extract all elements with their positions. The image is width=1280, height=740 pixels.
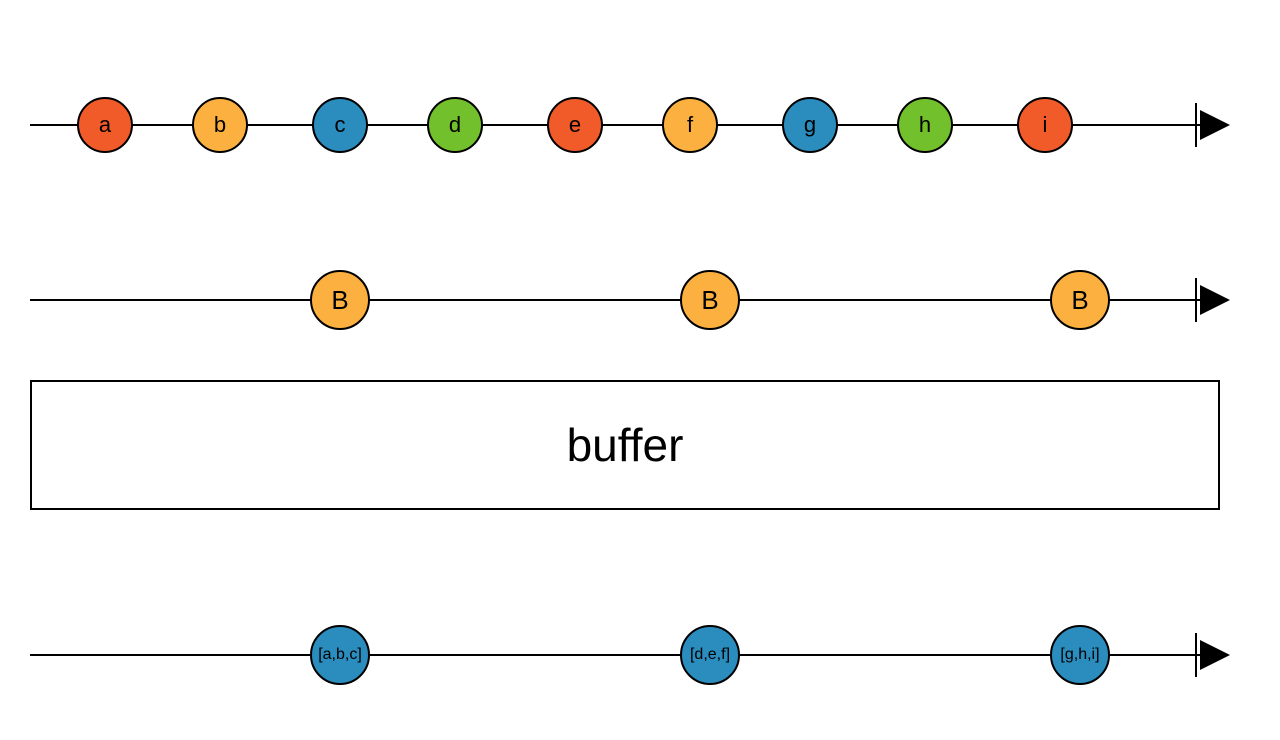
marble-g: g [782, 97, 838, 153]
marble-f: f [662, 97, 718, 153]
marble-boundary-3: B [1050, 270, 1110, 330]
operator-label: buffer [567, 418, 684, 472]
timeline-line [30, 654, 1200, 656]
source-timeline: a b c d e f g h i [30, 95, 1250, 155]
marble-b: b [192, 97, 248, 153]
arrow-head-icon [1200, 110, 1230, 140]
marble-h: h [897, 97, 953, 153]
operator-box: buffer [30, 380, 1220, 510]
marble-label: c [335, 112, 346, 138]
marble-d: d [427, 97, 483, 153]
complete-tick [1195, 278, 1197, 322]
marble-label: [a,b,c] [318, 646, 362, 664]
marble-label: d [449, 112, 461, 138]
marble-output-2: [d,e,f] [680, 625, 740, 685]
marble-label: [g,h,i] [1060, 646, 1099, 664]
marble-a: a [77, 97, 133, 153]
complete-tick [1195, 103, 1197, 147]
marble-label: [d,e,f] [690, 646, 730, 664]
marble-e: e [547, 97, 603, 153]
marble-label: B [701, 285, 718, 316]
marble-label: a [99, 112, 111, 138]
marble-label: B [331, 285, 348, 316]
complete-tick [1195, 633, 1197, 677]
arrow-head-icon [1200, 285, 1230, 315]
marble-boundary-2: B [680, 270, 740, 330]
marble-output-1: [a,b,c] [310, 625, 370, 685]
output-timeline: [a,b,c] [d,e,f] [g,h,i] [30, 625, 1250, 685]
marble-label: B [1071, 285, 1088, 316]
marble-label: b [214, 112, 226, 138]
marble-label: f [687, 112, 693, 138]
marble-label: h [919, 112, 931, 138]
arrow-head-icon [1200, 640, 1230, 670]
marble-label: e [569, 112, 581, 138]
boundary-timeline: B B B [30, 270, 1250, 330]
marble-i: i [1017, 97, 1073, 153]
marble-boundary-1: B [310, 270, 370, 330]
marble-output-3: [g,h,i] [1050, 625, 1110, 685]
marble-label: g [804, 112, 816, 138]
marble-label: i [1043, 112, 1048, 138]
marble-c: c [312, 97, 368, 153]
timeline-line [30, 299, 1200, 301]
